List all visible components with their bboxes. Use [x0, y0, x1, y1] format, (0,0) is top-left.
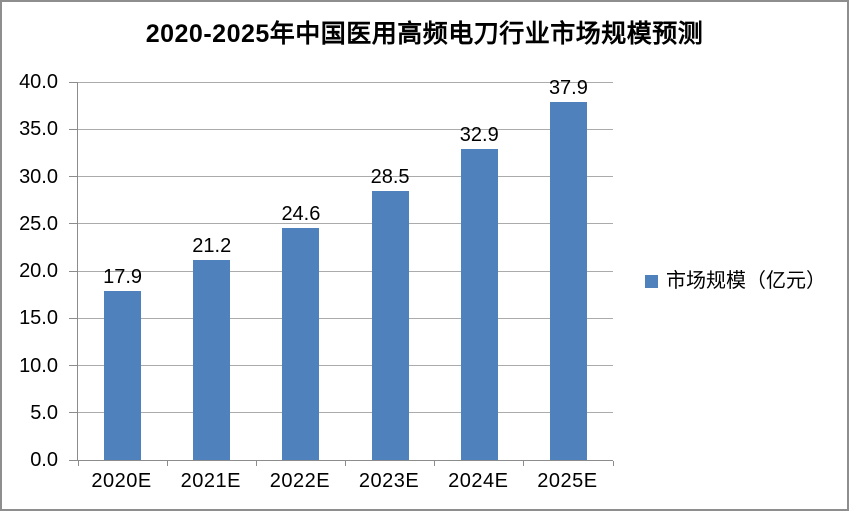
y-axis-tick-label: 30.0 — [19, 165, 58, 188]
y-axis-tick-label: 20.0 — [19, 260, 58, 282]
legend-marker-icon — [645, 274, 658, 288]
gridline — [78, 365, 613, 366]
y-axis-tick — [69, 128, 78, 130]
plot-area: 17.9 21.2 24.6 28.5 32.9 37.9 — [69, 77, 614, 466]
legend-label: 市场规模（亿元） — [666, 270, 826, 292]
x-axis-tick — [166, 461, 168, 466]
y-axis-tick — [69, 223, 78, 225]
x-axis-tick-label: 2020E — [91, 470, 152, 492]
bar-value-label: 24.6 — [281, 202, 321, 225]
y-axis-tick-label: 35.0 — [19, 118, 58, 141]
x-axis-tick — [612, 461, 614, 466]
x-axis-tick-label: 2022E — [269, 470, 331, 492]
y-axis-tick-label: 40.0 — [19, 71, 58, 93]
y-axis-tick — [69, 365, 78, 366]
gridline — [78, 317, 613, 319]
y-axis-tick-label: 15.0 — [19, 307, 58, 330]
y-axis-tick-label: 5.0 — [30, 401, 58, 424]
y-axis-tick — [69, 176, 78, 177]
bar — [282, 227, 320, 460]
y-axis-tick — [69, 81, 78, 83]
x-axis-tick — [434, 461, 436, 466]
bar — [104, 290, 142, 460]
x-axis-tick-label: 2023E — [358, 470, 420, 492]
bar — [371, 190, 409, 460]
x-axis-tick-label: 2025E — [537, 470, 598, 492]
y-axis-tick-label: 25.0 — [19, 212, 58, 235]
gridline — [78, 128, 613, 130]
gridline — [78, 176, 613, 177]
x-axis-tick — [77, 461, 79, 466]
x-axis-tick-label: 2021E — [180, 470, 241, 492]
bar-value-label: 28.5 — [370, 165, 410, 188]
y-axis-tick-label: 10.0 — [19, 354, 58, 377]
bar-value-label: 17.9 — [103, 265, 143, 288]
x-axis-tick — [523, 461, 525, 466]
x-axis-tick-label: 2024E — [448, 470, 509, 492]
y-axis-tick-label: 0.0 — [30, 449, 58, 471]
legend: 市场规模（亿元） — [645, 268, 826, 294]
bar — [193, 259, 231, 460]
y-axis-tick — [69, 459, 78, 461]
x-axis-tick — [345, 461, 346, 466]
bar-value-label: 37.9 — [548, 76, 588, 99]
bar — [460, 149, 498, 460]
chart-title: 2020-2025年中国医用高频电刀行业市场规模预测 — [145, 20, 704, 48]
gridline — [78, 412, 613, 414]
gridline — [78, 270, 613, 272]
gridline — [78, 81, 613, 83]
bar-value-label: 32.9 — [459, 124, 499, 147]
x-axis-tick — [255, 461, 257, 466]
y-axis-tick — [69, 317, 78, 319]
bar-value-label: 21.2 — [192, 234, 232, 257]
gridline — [78, 223, 613, 225]
y-axis-tick — [69, 412, 78, 414]
y-axis-tick — [69, 270, 78, 272]
bar — [549, 101, 587, 460]
